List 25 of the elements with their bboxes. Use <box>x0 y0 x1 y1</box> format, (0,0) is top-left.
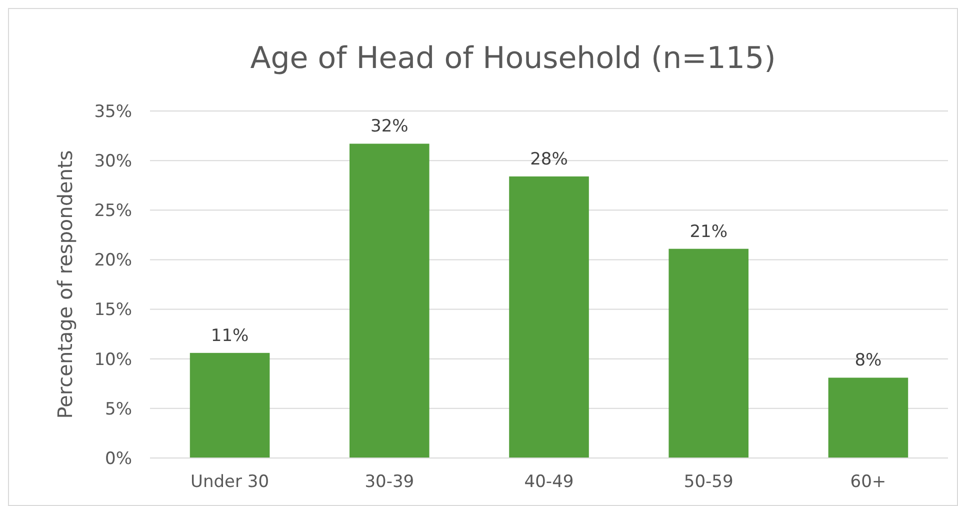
x-tick-label: Under 30 <box>190 472 270 492</box>
y-tick-label: 25% <box>94 201 132 222</box>
bar <box>509 176 589 458</box>
y-tick-label: 30% <box>94 152 132 172</box>
data-label: 32% <box>370 116 408 137</box>
x-tick-label: 60+ <box>850 472 886 492</box>
x-tick-label: 30-39 <box>364 472 414 492</box>
x-tick-label: 50-59 <box>684 472 734 492</box>
y-tick-label: 20% <box>94 250 132 271</box>
chart-title: Age of Head of Household (n=115) <box>250 41 776 76</box>
data-label: 21% <box>690 222 728 242</box>
y-tick-label: 5% <box>105 399 132 420</box>
y-tick-label: 10% <box>94 350 132 370</box>
data-label: 28% <box>530 149 568 170</box>
bar <box>668 248 748 458</box>
y-axis-title: Percentage of respondents <box>53 150 77 419</box>
data-label: 11% <box>210 326 249 346</box>
bar <box>190 352 270 458</box>
data-label: 8% <box>854 350 882 371</box>
y-tick-label: 0% <box>105 448 132 469</box>
bar <box>828 378 908 458</box>
y-tick-label: 35% <box>94 102 132 122</box>
x-tick-label: 40-49 <box>524 472 574 492</box>
y-tick-label: 15% <box>94 300 132 320</box>
bar <box>350 144 430 458</box>
